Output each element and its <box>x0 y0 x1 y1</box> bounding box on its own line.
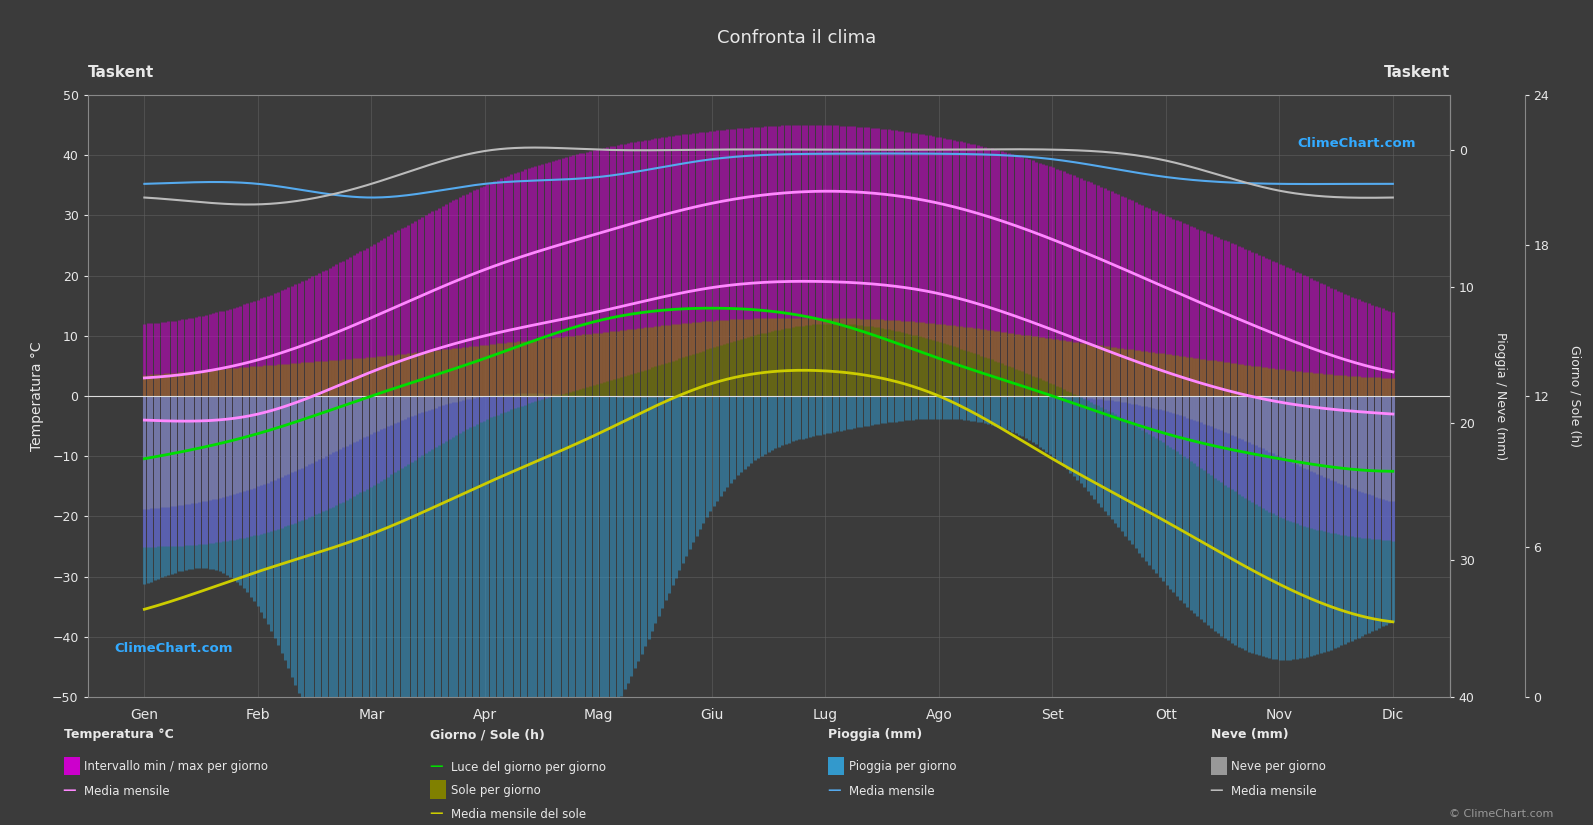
Y-axis label: Temperatura °C: Temperatura °C <box>30 342 43 450</box>
Text: Pioggia (mm): Pioggia (mm) <box>828 728 922 742</box>
Y-axis label: Pioggia / Neve (mm): Pioggia / Neve (mm) <box>1494 332 1507 460</box>
Text: Temperatura °C: Temperatura °C <box>64 728 174 742</box>
Y-axis label: Giorno / Sole (h): Giorno / Sole (h) <box>1569 345 1582 447</box>
Text: Neve per giorno: Neve per giorno <box>1231 760 1327 773</box>
Text: Intervallo min / max per giorno: Intervallo min / max per giorno <box>84 760 269 773</box>
Text: Taskent: Taskent <box>88 65 155 80</box>
Text: ClimeChart.com: ClimeChart.com <box>115 642 233 655</box>
Text: ─: ─ <box>828 781 840 801</box>
Text: Media mensile del sole: Media mensile del sole <box>451 808 586 821</box>
Text: Neve (mm): Neve (mm) <box>1211 728 1289 742</box>
Text: ─: ─ <box>64 781 75 801</box>
Text: ─: ─ <box>1211 781 1222 801</box>
Text: Luce del giorno per giorno: Luce del giorno per giorno <box>451 761 605 774</box>
Text: ─: ─ <box>430 804 441 824</box>
Text: Pioggia per giorno: Pioggia per giorno <box>849 760 956 773</box>
Text: ClimeChart.com: ClimeChart.com <box>1297 137 1416 150</box>
Text: Sole per giorno: Sole per giorno <box>451 784 540 797</box>
Text: © ClimeChart.com: © ClimeChart.com <box>1448 809 1553 819</box>
Text: Confronta il clima: Confronta il clima <box>717 29 876 47</box>
Text: Taskent: Taskent <box>1383 65 1450 80</box>
Text: Media mensile: Media mensile <box>1231 785 1317 798</box>
Text: Giorno / Sole (h): Giorno / Sole (h) <box>430 728 545 742</box>
Text: ─: ─ <box>430 757 441 777</box>
Text: Media mensile: Media mensile <box>849 785 935 798</box>
Text: Media mensile: Media mensile <box>84 785 170 798</box>
